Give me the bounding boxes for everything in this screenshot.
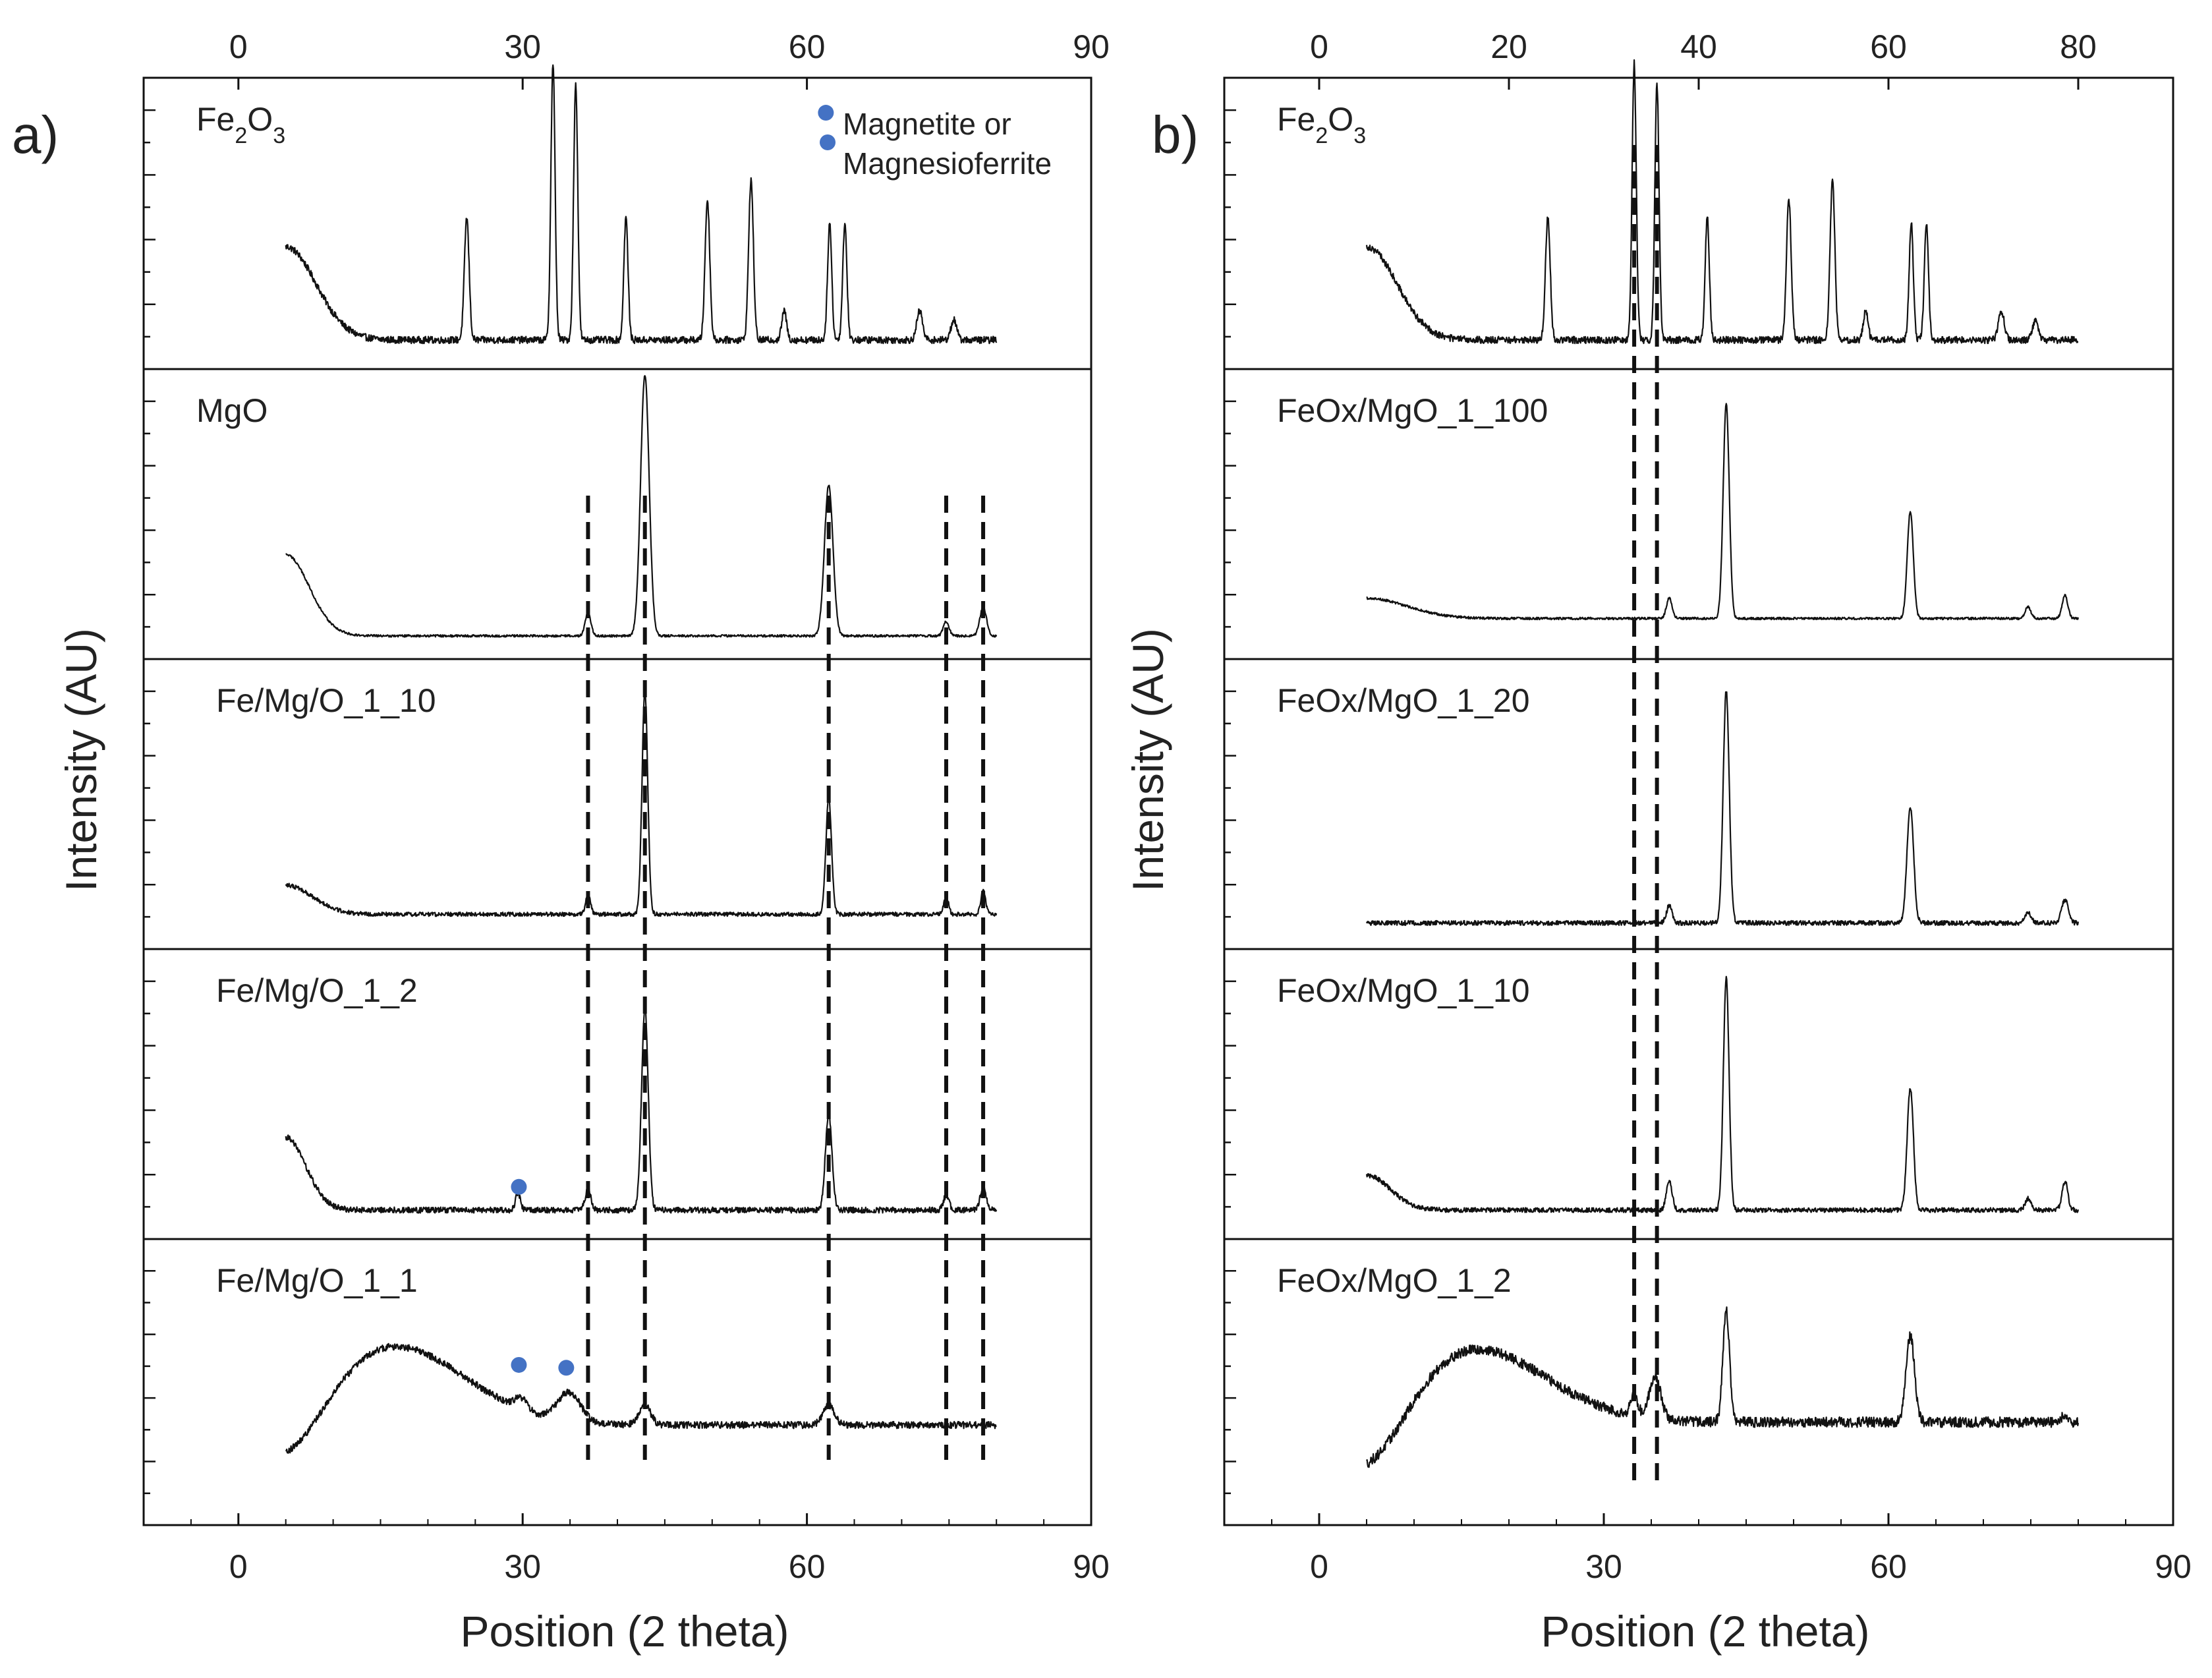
sample-label: FeOx/MgO_1_2 (1277, 1262, 1512, 1299)
sample-label: MgO (196, 392, 268, 429)
xrd-trace-Fe2O3 (285, 64, 998, 345)
sample-label-part: 2 (1315, 123, 1328, 148)
bottom-tick-label: 60 (789, 1548, 826, 1585)
sample-label: FeOx/MgO_1_100 (1277, 392, 1548, 429)
xrd-trace-MgO (285, 375, 998, 638)
panel-b-plot-area: 0 30 60 90 0 20 40 60 80 Fe2O3 FeOx/MgO_1_100 FeOx/… (1223, 28, 2192, 1585)
top-tick-label: 90 (1073, 28, 1110, 65)
legend-text-line-1: Magnetite or (843, 107, 1011, 141)
legend-marker (820, 134, 836, 150)
sample-label: Fe2O3 (1277, 101, 1366, 148)
bottom-tick-label: 30 (1585, 1548, 1622, 1585)
bottom-tick-label: 0 (229, 1548, 248, 1585)
top-tick-label: 60 (1870, 28, 1907, 65)
bottom-tick-label: 90 (1073, 1548, 1110, 1585)
top-tick-label: 30 (504, 28, 541, 65)
bottom-tick-label: 90 (2155, 1548, 2192, 1585)
top-tick-label: 40 (1680, 28, 1717, 65)
panel-a: a) Intensity (AU) Position (2 theta) 0 30… (12, 28, 1110, 1656)
panel-a-letter: a) (12, 105, 59, 164)
sample-label-part: 3 (273, 123, 285, 148)
bottom-tick-label: 60 (1870, 1548, 1907, 1585)
top-tick-label: 80 (2060, 28, 2097, 65)
bottom-tick-label: 30 (504, 1548, 541, 1585)
sample-label-part: 3 (1353, 123, 1366, 148)
sample-label: FeOx/MgO_1_20 (1277, 682, 1530, 719)
sample-label-part: Fe (1277, 101, 1315, 138)
xrd-trace-FeOx/MgO_1_2 (1366, 1306, 2080, 1468)
panel-b-x-axis-label: Position (2 theta) (1541, 1607, 1870, 1656)
bottom-tick-label: 0 (1310, 1548, 1328, 1585)
xrd-trace-Fe/Mg/O_1_2 (285, 1007, 998, 1214)
panel-a-legend: Magnetite or Magnesioferrite (820, 107, 1052, 181)
sample-label-part: 2 (235, 123, 247, 148)
sample-label: FeOx/MgO_1_10 (1277, 972, 1530, 1009)
panel-b: b) Intensity (AU) Position (2 theta) 0 30… (1123, 28, 2192, 1656)
sample-label: Fe2O3 (196, 101, 285, 148)
sample-label: Fe/Mg/O_1_1 (216, 1262, 418, 1299)
xrd-trace-FeOx/MgO_1_100 (1366, 403, 2080, 621)
xrd-trace-Fe2O3 (1365, 59, 2079, 345)
panel-b-letter: b) (1152, 105, 1199, 164)
legend-text-line-2: Magnesioferrite (843, 146, 1052, 181)
panel-a-y-axis-label: Intensity (AU) (57, 628, 105, 892)
top-tick-label: 0 (229, 28, 248, 65)
xrd-trace-Fe/Mg/O_1_1 (285, 1343, 997, 1454)
panel-a-plot-area: 0 30 60 90 0 30 60 90 Fe2O3 MgO Fe/Mg/O_1_10 Fe/Mg/… (142, 28, 1110, 1585)
xrd-trace-FeOx/MgO_1_20 (1366, 691, 2080, 926)
magnetite-marker (511, 1356, 527, 1373)
sample-label: Fe/Mg/O_1_2 (216, 972, 418, 1009)
top-tick-label: 0 (1310, 28, 1328, 65)
xrd-trace-Fe/Mg/O_1_10 (285, 689, 998, 917)
panel-b-y-axis-label: Intensity (AU) (1123, 628, 1172, 892)
magnetite-marker (818, 105, 834, 121)
magnetite-marker (511, 1178, 527, 1195)
sample-label-part: O (1328, 101, 1353, 138)
magnetite-marker (558, 1360, 575, 1376)
sample-label: Fe/Mg/O_1_10 (216, 682, 436, 719)
panel-a-x-axis-label: Position (2 theta) (461, 1607, 789, 1656)
sample-label-part: Fe (196, 101, 235, 138)
xrd-trace-FeOx/MgO_1_10 (1365, 975, 2080, 1213)
top-tick-label: 20 (1490, 28, 1527, 65)
top-tick-label: 60 (789, 28, 826, 65)
sample-label-part: O (247, 101, 273, 138)
